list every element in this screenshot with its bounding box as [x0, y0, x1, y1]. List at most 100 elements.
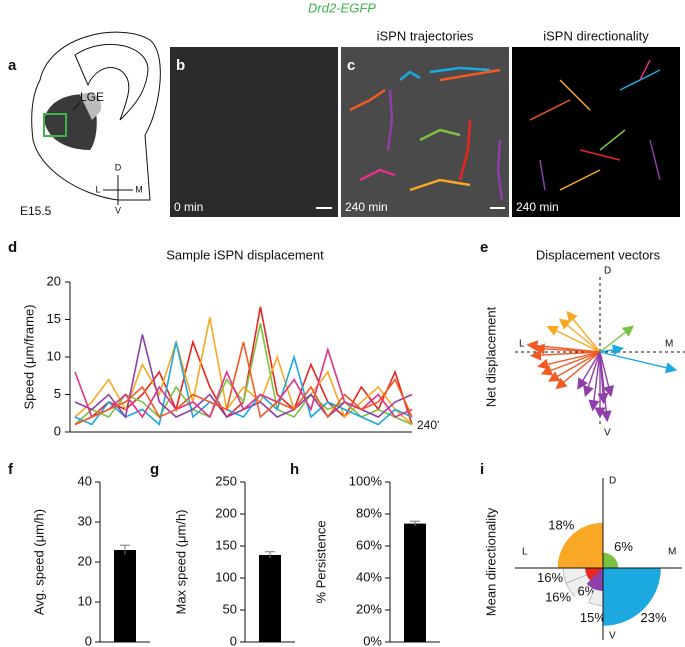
y-tick-label: 20 [78, 553, 92, 568]
micrograph [341, 47, 509, 217]
axis-label: V [604, 428, 611, 439]
axis-label: M [668, 547, 676, 558]
sector-label: 18% [548, 518, 574, 533]
sector-label: 6% [614, 539, 633, 554]
panel-label: i [480, 461, 484, 478]
chart-title: Sample iSPN displacement [166, 247, 324, 262]
sector-label: 16% [537, 570, 563, 585]
vector [599, 351, 615, 398]
vector [540, 351, 601, 376]
y-tick-label: 100 [215, 569, 237, 584]
panel-title: iSPN directionality [543, 28, 649, 43]
sector-label: 15% [580, 610, 606, 625]
vector [558, 318, 601, 353]
vector [529, 349, 601, 361]
lge-region [80, 92, 102, 120]
roi-box [43, 113, 67, 137]
y-tick-label: 100% [349, 473, 383, 488]
speed-line [74, 334, 413, 419]
y-axis-label: Avg. speed (μm/h) [31, 509, 46, 615]
vector [577, 351, 601, 390]
panel-label: g [150, 461, 159, 478]
time-label: 0 min [174, 200, 203, 214]
vector [546, 325, 601, 353]
y-tick-label: 15 [47, 311, 61, 326]
vector [566, 310, 601, 353]
y-tick-label: 250 [215, 473, 237, 488]
axis-label: L [519, 339, 525, 350]
time-label: 240 min [516, 200, 559, 214]
y-axis-label: Speed (μm/frame) [21, 304, 36, 409]
y-tick-label: 10 [78, 593, 92, 608]
y-tick-label: 40% [356, 569, 382, 584]
vector-image [512, 47, 680, 217]
vector [599, 351, 612, 423]
sector [557, 522, 604, 569]
y-tick-label: 5 [54, 386, 61, 401]
panel-label: d [8, 239, 17, 256]
panel-label: h [290, 461, 299, 478]
panel-label: e [480, 239, 488, 256]
vector [599, 344, 625, 356]
y-tick-label: 40 [78, 473, 92, 488]
speed-line [74, 341, 413, 427]
vector [533, 343, 601, 355]
panel-label: c [347, 57, 355, 74]
axis-label: L [522, 547, 528, 558]
y-axis-label: % Persistence [313, 520, 328, 603]
panel-label: b [176, 57, 185, 74]
bar [404, 523, 426, 642]
y-tick-label: 80% [356, 505, 382, 520]
y-tick-label: 200 [215, 505, 237, 520]
vector [547, 351, 601, 382]
direction-arrows [529, 59, 661, 191]
sector [602, 567, 661, 626]
bar [114, 550, 136, 642]
chart-title: Displacement vectors [536, 247, 661, 262]
axis-label: V [609, 631, 616, 642]
time-label: 240 min [345, 200, 388, 214]
y-tick-label: 0 [54, 423, 61, 438]
y-axis-label: Mean directionality [483, 507, 498, 616]
y-axis-label: Net displacement [483, 306, 498, 407]
axis-label: M [665, 339, 673, 350]
y-tick-label: 0 [230, 633, 237, 647]
vector [599, 325, 635, 353]
region-label: Str [62, 160, 77, 174]
y-tick-label: 0% [363, 633, 382, 647]
y-tick-label: 50 [223, 601, 237, 616]
error-bar [120, 544, 130, 555]
vector [588, 351, 601, 412]
axis-label: D [604, 266, 611, 277]
sector [602, 552, 619, 569]
stage-label: E15.5 [20, 204, 52, 218]
region-label: LGE [80, 90, 104, 104]
y-tick-label: 30 [78, 513, 92, 528]
panel-label: a [8, 57, 17, 74]
sector-label: 23% [641, 610, 667, 625]
micrograph [170, 47, 338, 217]
y-tick-label: 60% [356, 537, 382, 552]
vector [583, 351, 601, 398]
error-bar [265, 551, 275, 559]
y-tick-label: 20 [47, 273, 61, 288]
vector [537, 351, 601, 370]
pointer [72, 102, 81, 111]
y-tick-label: 0 [85, 633, 92, 647]
speed-line [74, 306, 413, 426]
bar [259, 554, 281, 642]
sector [586, 567, 604, 591]
axis-label: D [609, 476, 616, 487]
y-tick-label: 150 [215, 537, 237, 552]
trajectories [349, 66, 504, 201]
error-bar [410, 520, 420, 526]
ventricle [74, 43, 149, 121]
compass-label: D [115, 162, 122, 172]
sector-label: 16% [545, 589, 571, 604]
compass-label: V [115, 205, 121, 215]
speed-line [74, 346, 413, 419]
panel-title: iSPN trajectories [377, 28, 474, 43]
panel-label: f [8, 461, 14, 478]
figure-title: Drd2-EGFP [308, 0, 376, 15]
